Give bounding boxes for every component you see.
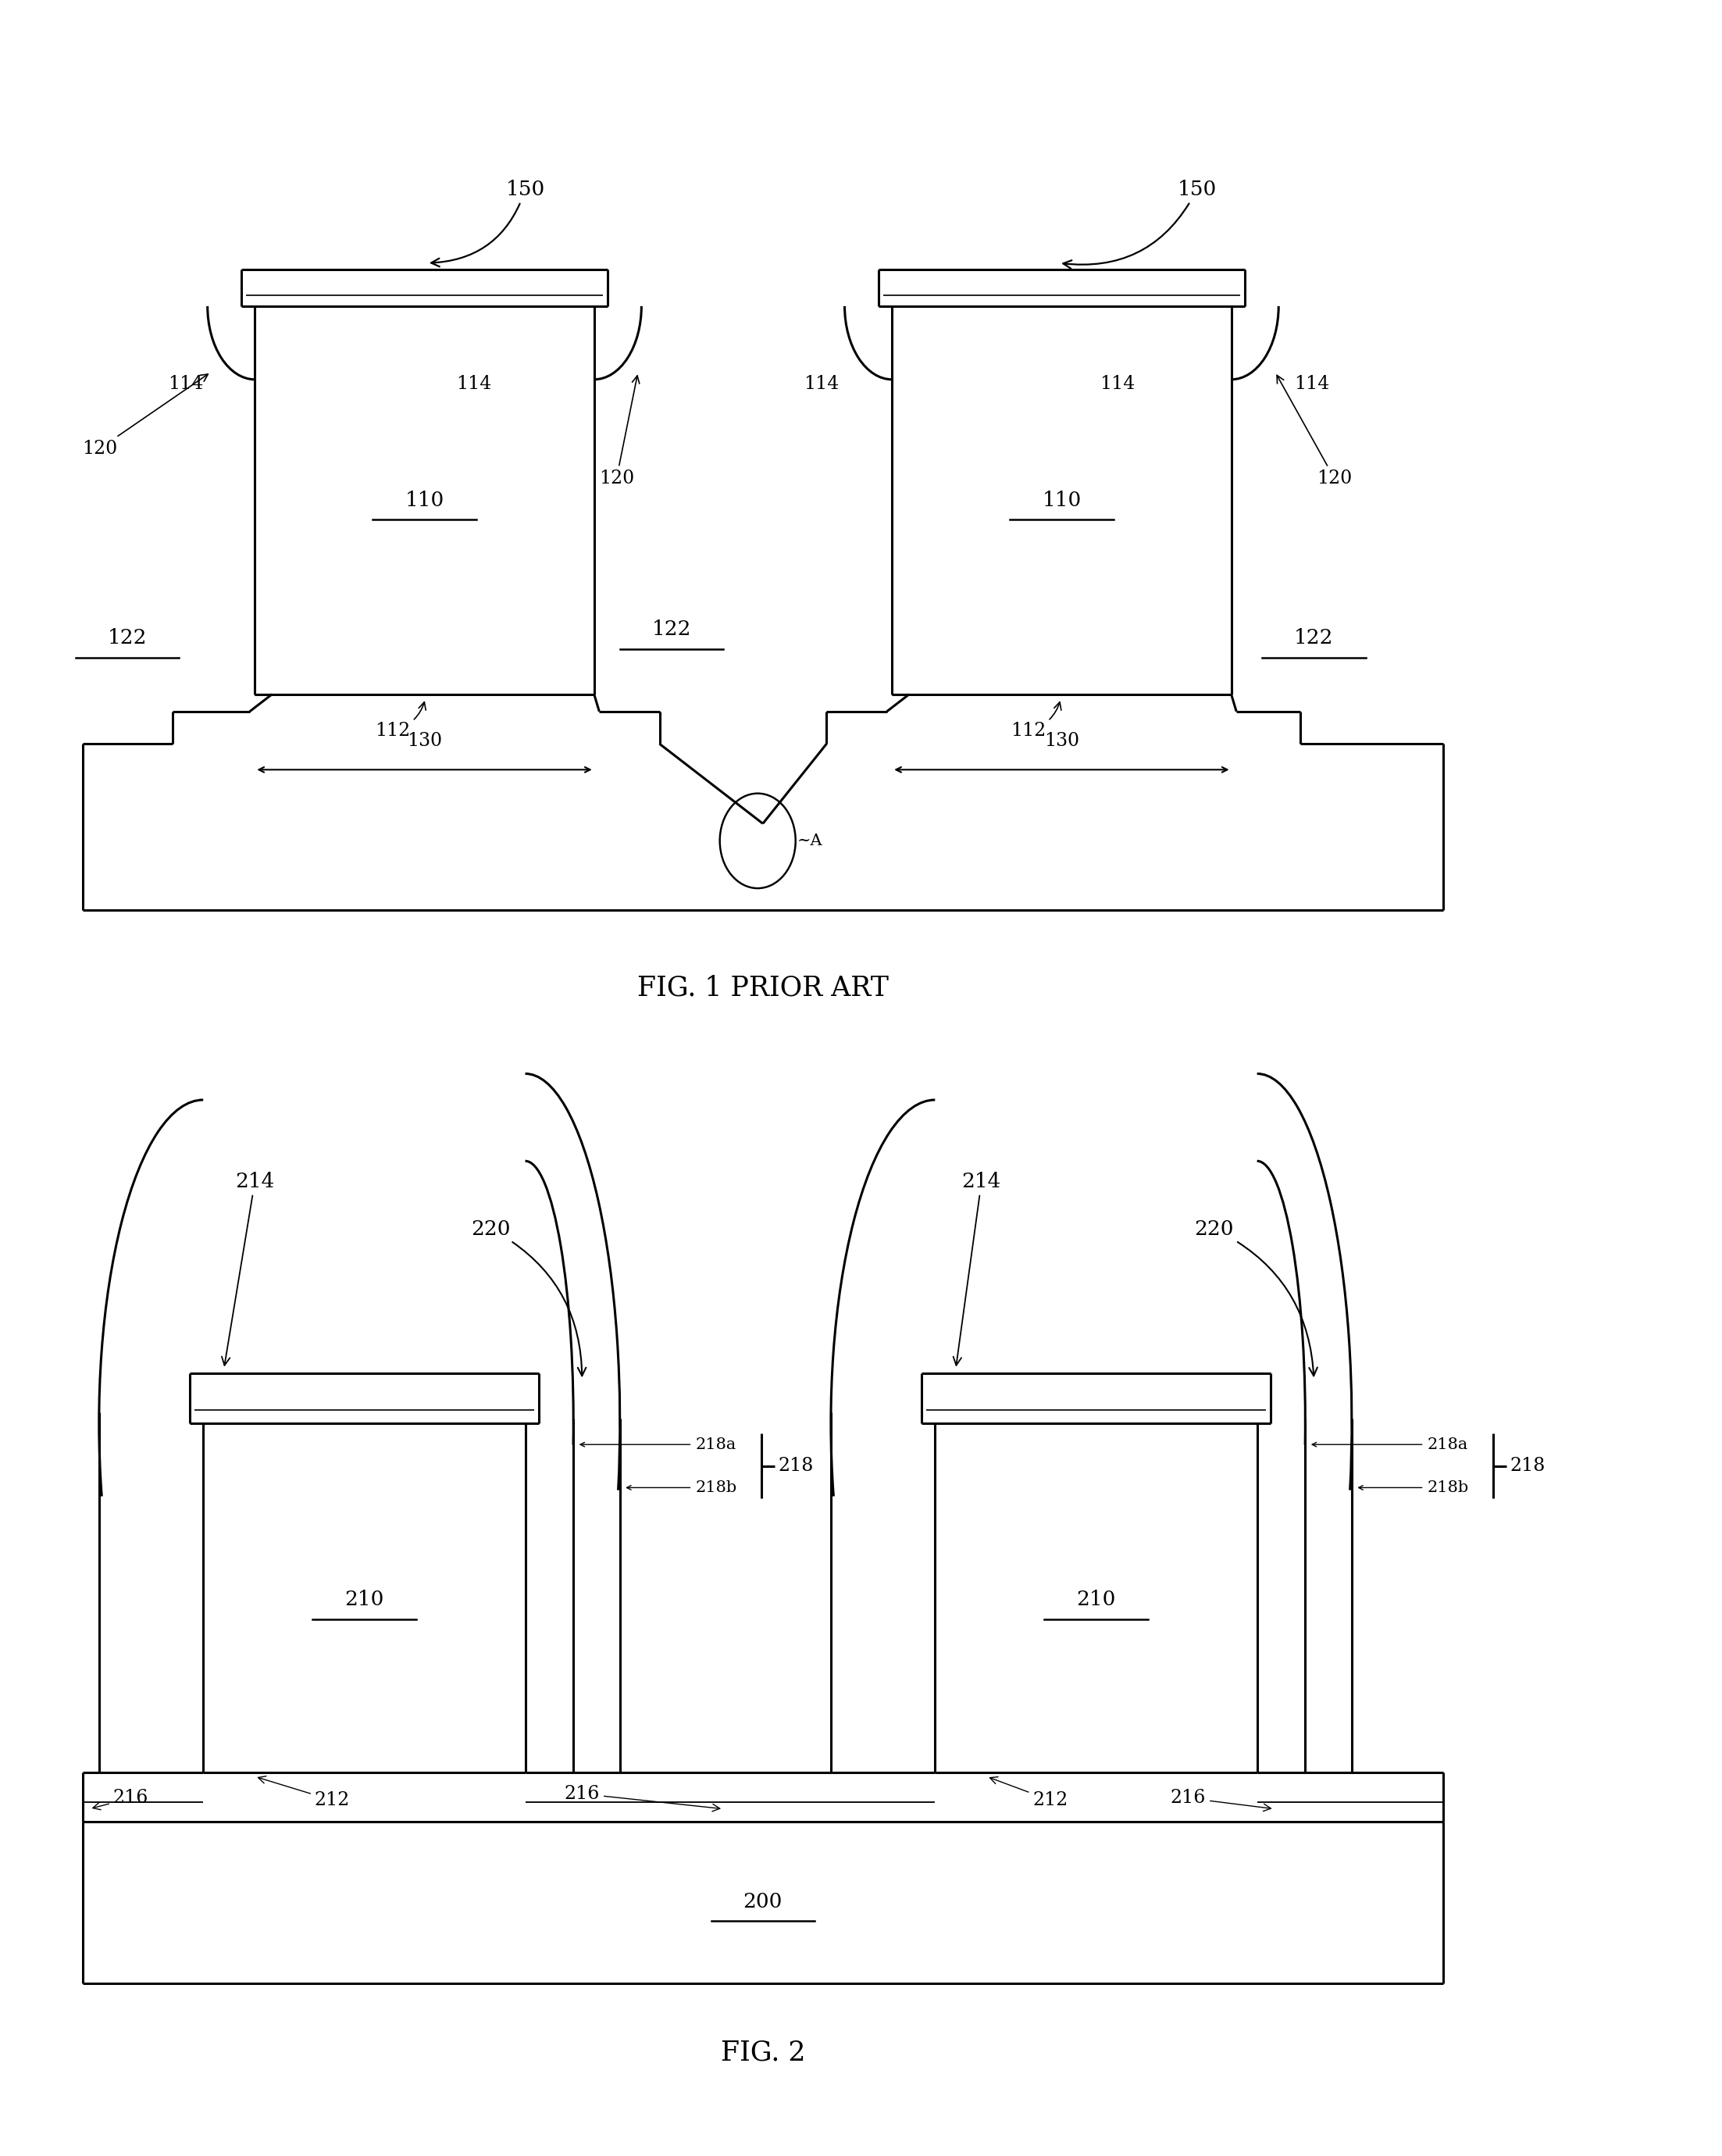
- Text: 216: 216: [93, 1789, 148, 1809]
- Text: 120: 120: [599, 375, 639, 487]
- Text: 150: 150: [430, 179, 544, 267]
- Text: 220: 220: [1195, 1218, 1317, 1376]
- Text: 214: 214: [954, 1171, 1000, 1365]
- Text: 212: 212: [258, 1777, 350, 1809]
- Text: 200: 200: [744, 1891, 782, 1912]
- Text: 120: 120: [1278, 375, 1352, 487]
- Text: 210: 210: [1076, 1589, 1116, 1611]
- Text: 220: 220: [472, 1218, 585, 1376]
- Text: 122: 122: [653, 619, 691, 640]
- Text: 212: 212: [990, 1777, 1068, 1809]
- Text: FIG. 1 PRIOR ART: FIG. 1 PRIOR ART: [637, 975, 889, 1000]
- Text: 120: 120: [83, 375, 208, 457]
- Text: 122: 122: [108, 627, 146, 649]
- Text: 218a: 218a: [696, 1438, 737, 1451]
- Text: 112: 112: [375, 703, 425, 740]
- Text: 218b: 218b: [696, 1481, 737, 1494]
- Text: 150: 150: [1062, 179, 1216, 270]
- Text: 214: 214: [222, 1171, 274, 1365]
- Text: 130: 130: [1044, 733, 1080, 750]
- Text: 216: 216: [565, 1785, 720, 1811]
- Text: 114: 114: [804, 375, 839, 392]
- Text: 122: 122: [1295, 627, 1333, 649]
- Text: 112: 112: [1011, 703, 1061, 740]
- Text: 114: 114: [1100, 375, 1135, 392]
- Text: FIG. 2: FIG. 2: [720, 2040, 806, 2065]
- Text: 110: 110: [1042, 489, 1081, 511]
- Text: 218a: 218a: [1428, 1438, 1469, 1451]
- Text: 114: 114: [456, 375, 491, 392]
- Text: 218b: 218b: [1428, 1481, 1469, 1494]
- Text: 218: 218: [778, 1457, 815, 1475]
- Text: 114: 114: [1295, 375, 1329, 392]
- Text: 110: 110: [405, 489, 444, 511]
- Text: ~A: ~A: [797, 834, 823, 847]
- Text: 216: 216: [1171, 1789, 1271, 1811]
- Text: 218: 218: [1510, 1457, 1546, 1475]
- Text: 130: 130: [406, 733, 443, 750]
- Text: 114: 114: [169, 375, 203, 392]
- Text: 210: 210: [344, 1589, 384, 1611]
